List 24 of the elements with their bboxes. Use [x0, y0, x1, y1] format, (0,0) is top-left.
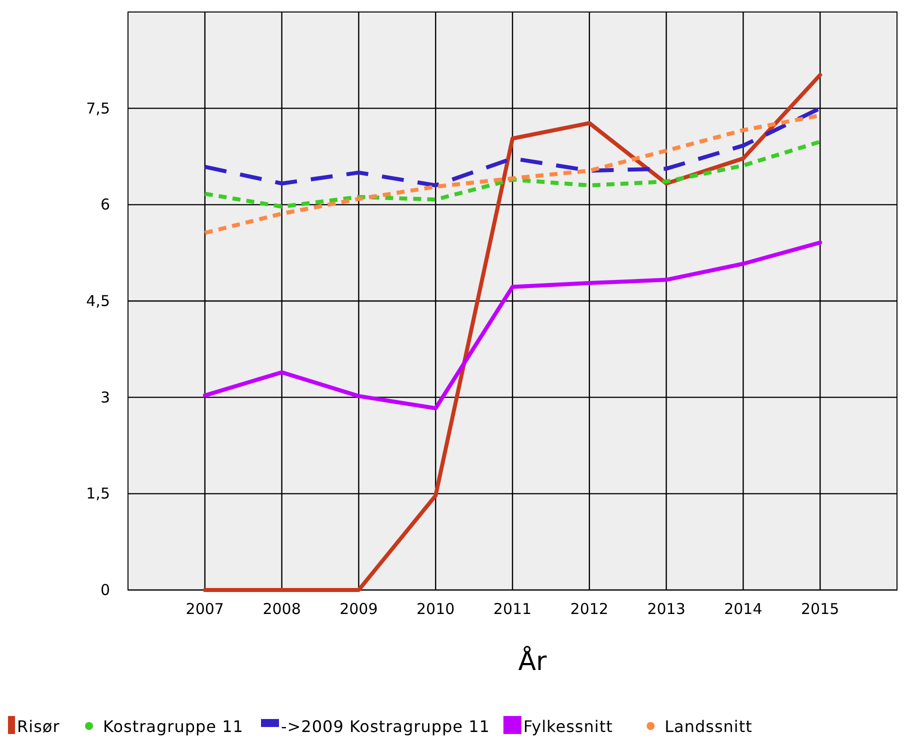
y-tick-label: 4,5: [86, 292, 110, 310]
legend-label: Kostragruppe 11: [103, 717, 244, 736]
y-tick-label: 0: [100, 581, 110, 599]
x-tick-label: 2007: [186, 600, 224, 618]
x-tick-label: 2010: [416, 600, 455, 618]
x-axis-title: År: [518, 645, 548, 677]
x-tick-label: 2011: [493, 600, 532, 618]
x-tick-label: 2014: [724, 600, 762, 618]
legend-label: Risør: [17, 717, 60, 736]
legend-label: Landssnitt: [664, 717, 752, 736]
legend-label: ->2009 Kostragruppe 11: [281, 717, 490, 736]
x-tick-label: 2009: [340, 600, 378, 618]
x-tick-label: 2012: [570, 600, 608, 618]
line-series: [202, 140, 822, 209]
x-tick-label: 2015: [801, 600, 840, 618]
y-tick-label: 1,5: [86, 484, 110, 503]
x-tick-label: 2013: [647, 600, 686, 618]
y-tick-label: 6: [100, 196, 110, 214]
y-tick-label: 3: [100, 388, 110, 406]
x-tick-label: 2008: [262, 600, 301, 618]
line-series: [202, 72, 822, 592]
y-tick-label: 7,5: [86, 99, 110, 118]
legend-label: Fylkessnitt: [523, 717, 613, 736]
line-series: [202, 240, 822, 410]
